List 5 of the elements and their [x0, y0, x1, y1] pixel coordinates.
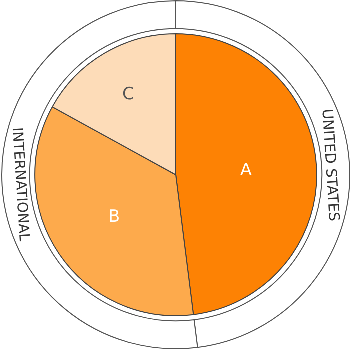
slice-label: A: [240, 160, 252, 181]
slice-label: C: [122, 84, 134, 105]
data-label: UNITED STATES: [318, 108, 342, 222]
slice-label: B: [108, 206, 120, 227]
data-label: INTERNATIONAL: [8, 127, 32, 242]
